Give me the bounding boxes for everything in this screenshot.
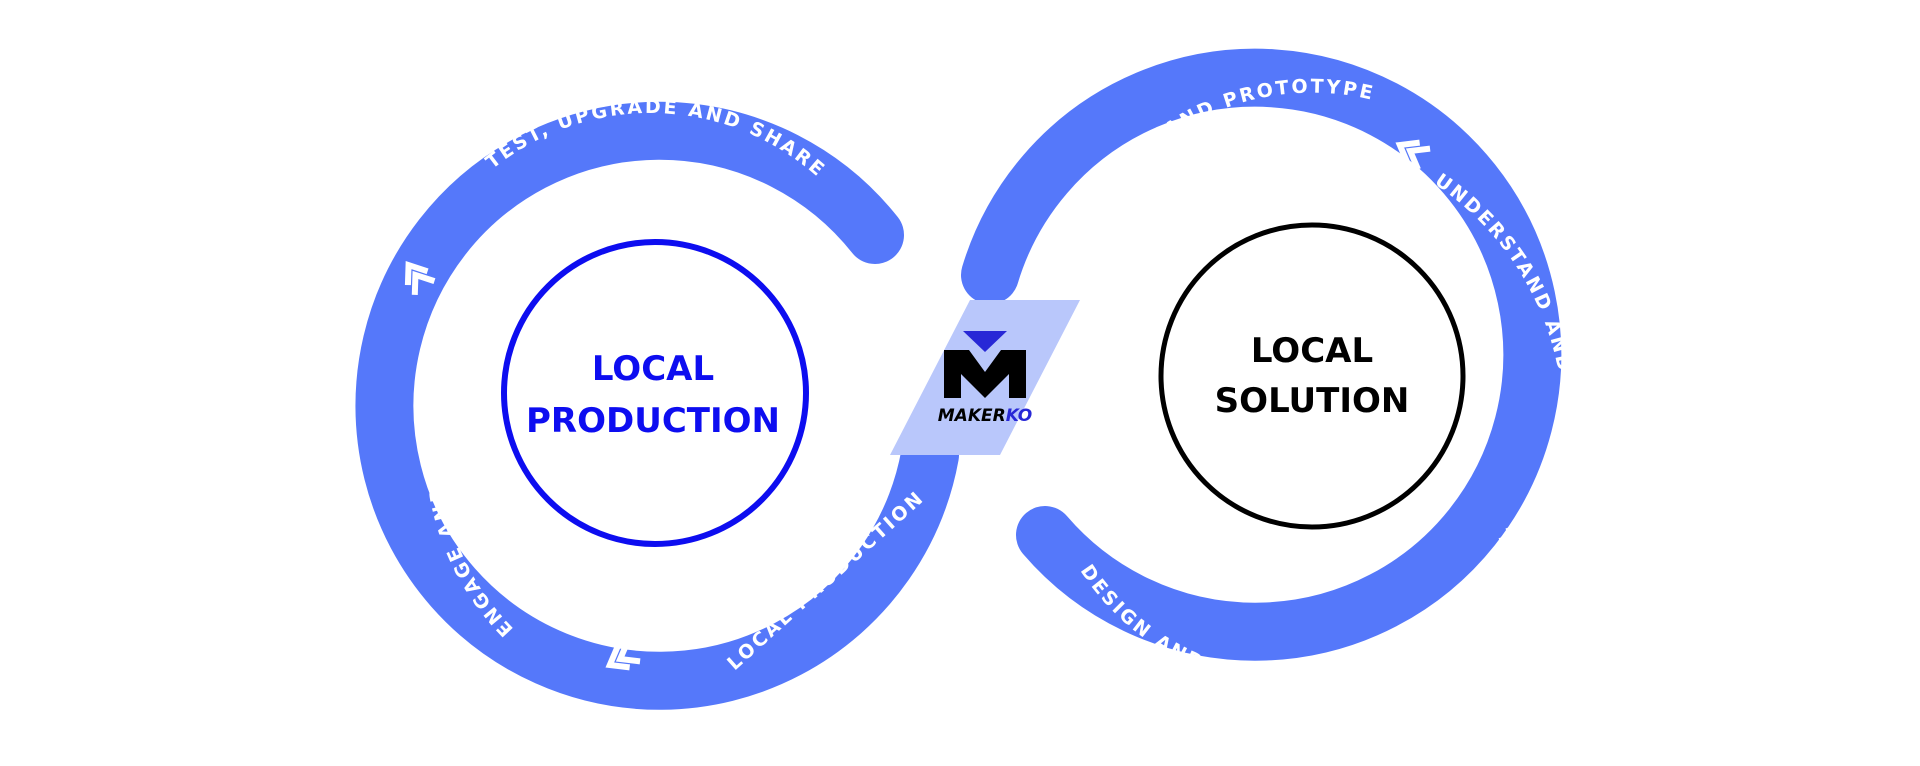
right-core: LOCAL SOLUTION bbox=[1158, 222, 1466, 530]
makerko-logo: MAKERKO bbox=[938, 331, 1033, 426]
logo-triangle-icon bbox=[963, 331, 1007, 352]
right-core-line2: SOLUTION bbox=[1215, 381, 1410, 421]
makerko-m-logo-icon bbox=[944, 350, 1026, 398]
chevron-arrow-icon bbox=[1498, 520, 1530, 556]
left-core: LOCAL PRODUCTION bbox=[501, 239, 809, 547]
left-loop-band bbox=[355, 101, 959, 710]
chevron-arrow-icon bbox=[605, 639, 641, 671]
logo-part-ko: KO bbox=[1006, 406, 1033, 426]
right-core-line1: LOCAL bbox=[1251, 331, 1373, 371]
right-core-circle bbox=[1158, 222, 1466, 530]
logo-wordmark: MAKERKO bbox=[938, 406, 1033, 426]
chevron-arrow-icon bbox=[1395, 139, 1431, 171]
chevron-arrow-icon bbox=[1047, 240, 1080, 273]
right-loop-band bbox=[961, 48, 1562, 661]
logo-part-maker: MAKER bbox=[938, 406, 1006, 426]
left-core-circle bbox=[501, 239, 809, 547]
left-core-line2: PRODUCTION bbox=[526, 401, 780, 441]
chevron-arrow-icon bbox=[404, 260, 436, 296]
left-core-line1: LOCAL bbox=[592, 349, 714, 389]
